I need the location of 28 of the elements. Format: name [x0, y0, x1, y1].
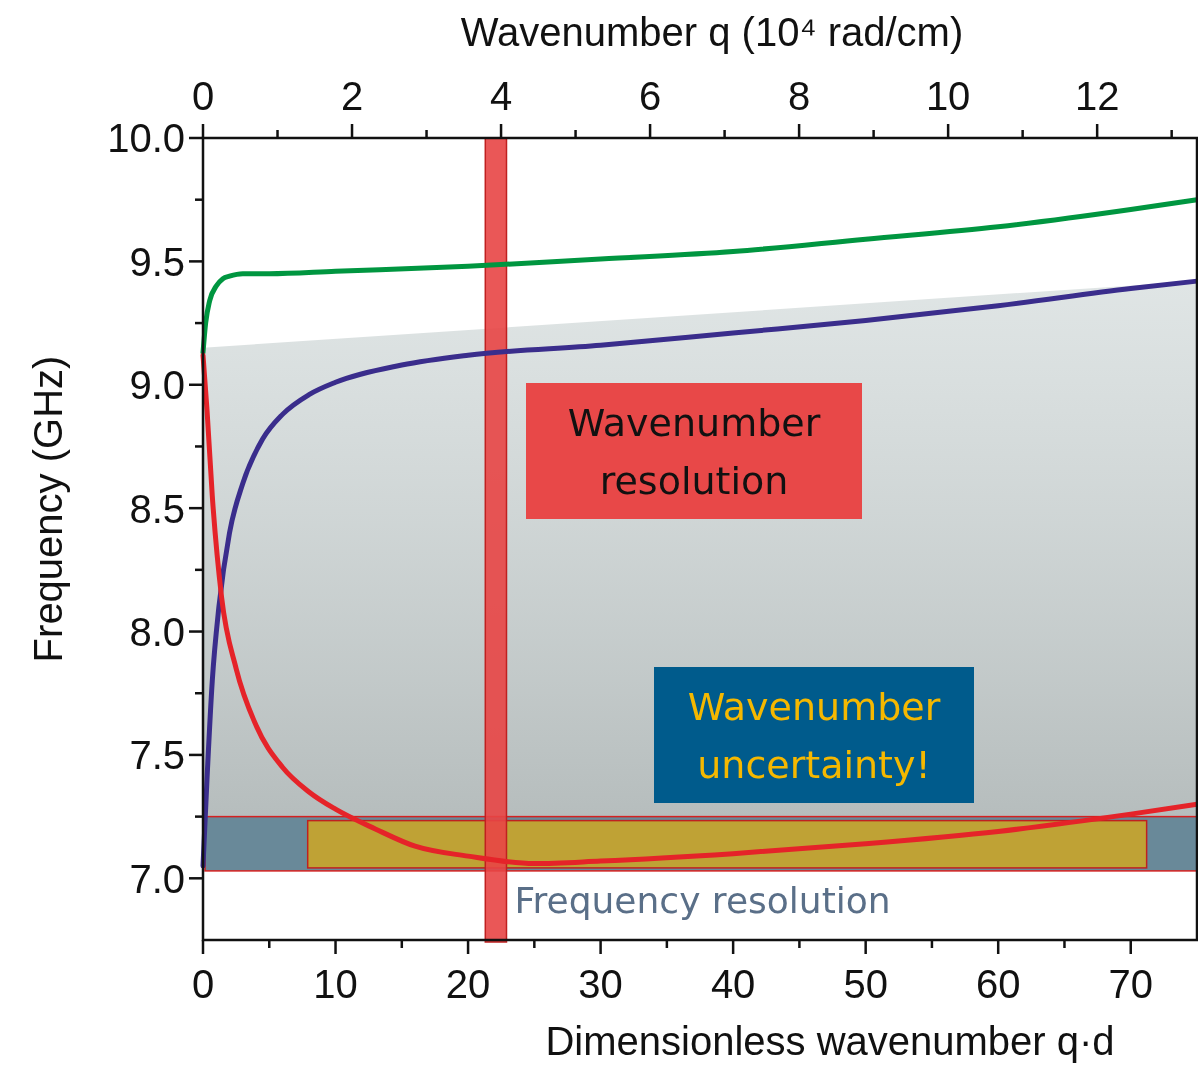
- y-tick-label: 7.0: [129, 856, 185, 901]
- x-axis-title: Dimensionless wavenumber q·d: [545, 1019, 1115, 1063]
- x2-tick-label: 2: [340, 74, 364, 118]
- y-tick-label: 7.5: [129, 733, 185, 778]
- x-tick-label: 50: [843, 962, 888, 1006]
- y-tick-label: 10.0: [107, 116, 185, 161]
- y-axis-title: Frequency (GHz): [26, 355, 70, 663]
- x-tick-label: 40: [710, 962, 756, 1006]
- x2-tick-label: 0: [191, 74, 215, 118]
- x-tick-label: 30: [578, 962, 623, 1006]
- x-tick-label: 60: [975, 962, 1021, 1006]
- x2-tick-label: 10: [925, 74, 971, 118]
- y-tick-label: 9.0: [129, 363, 185, 408]
- x-tick-label: 10: [313, 962, 358, 1006]
- x2-tick-label: 6: [638, 74, 662, 118]
- x-tick-label: 70: [1108, 962, 1153, 1006]
- x2-axis-title: Wavenumber q (10⁴ rad/cm): [460, 10, 964, 54]
- x2-tick-label: 8: [787, 74, 811, 118]
- x2-tick-label: 4: [489, 74, 513, 118]
- band-label: Frequency resolution: [514, 879, 891, 921]
- x-tick-label: 20: [445, 962, 491, 1006]
- y-tick-label: 8.5: [129, 486, 185, 531]
- x-tick-label: 0: [191, 962, 215, 1006]
- band-label: Wavenumber resolution: [567, 401, 821, 503]
- y-tick-label: 8.0: [129, 609, 185, 654]
- x2-tick-label: 12: [1074, 74, 1120, 118]
- band-label: Wavenumber uncertainty!: [687, 685, 941, 787]
- y-tick-label: 9.5: [129, 239, 185, 284]
